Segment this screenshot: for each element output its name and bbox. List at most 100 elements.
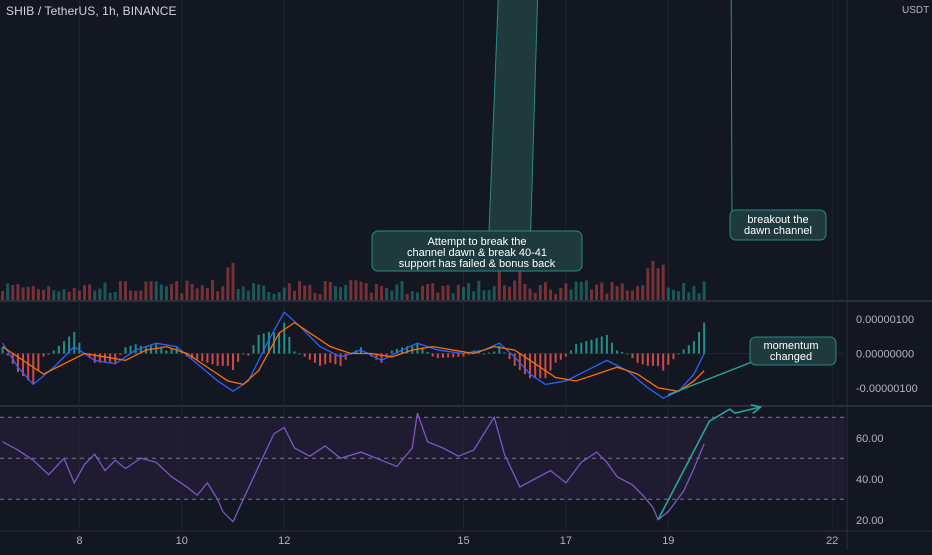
volume-bar xyxy=(359,281,363,300)
macd-histogram-bar xyxy=(544,353,547,379)
macd-histogram-bar xyxy=(626,353,629,355)
volume-bar xyxy=(129,290,133,300)
volume-bar xyxy=(472,291,476,300)
volume-bar xyxy=(497,266,501,300)
volume-bar xyxy=(236,288,240,300)
volume-bar xyxy=(282,287,286,300)
volume-bar xyxy=(185,280,189,300)
volume-bar xyxy=(308,284,312,300)
volume-bar xyxy=(267,292,271,300)
macd-histogram-bar xyxy=(98,353,101,363)
macd-histogram-bar xyxy=(308,353,311,360)
volume-bar xyxy=(216,291,220,300)
rsi-pane[interactable] xyxy=(0,412,845,523)
rsi-tick-label: 40.00 xyxy=(856,474,884,486)
macd-histogram-bar xyxy=(319,353,322,366)
rsi-line xyxy=(2,412,705,523)
macd-histogram-bar xyxy=(283,322,286,354)
macd-histogram-bar xyxy=(585,341,588,354)
volume-bar xyxy=(697,293,701,300)
volume-bar xyxy=(533,292,537,300)
macd-histogram-bar xyxy=(411,345,414,354)
symbol-title[interactable]: SHIB / TetherUS, 1h, BINANCE xyxy=(6,4,177,18)
macd-histogram-bar xyxy=(431,353,434,357)
macd-histogram-bar xyxy=(221,353,224,366)
volume-bar xyxy=(149,281,153,300)
volume-bar xyxy=(287,283,291,300)
macd-histogram-bar xyxy=(636,353,639,363)
macd-pane[interactable] xyxy=(1,311,706,399)
volume-bar xyxy=(431,283,435,300)
macd-line xyxy=(2,311,705,399)
macd-histogram-bar xyxy=(339,353,342,366)
macd-histogram-bar xyxy=(267,331,270,354)
macd-histogram-bar xyxy=(493,351,496,354)
volume-bar xyxy=(579,281,583,300)
rsi-tick-label: 60.00 xyxy=(856,433,884,445)
price-axis[interactable]: USDT81012151719220.000048210.000044000.0… xyxy=(76,0,929,547)
macd-histogram-bar xyxy=(298,353,301,355)
macd-histogram-bar xyxy=(462,353,465,357)
volume-bar xyxy=(190,283,194,300)
macd-histogram-bar xyxy=(564,353,567,357)
macd-histogram-bar xyxy=(529,353,532,379)
macd-histogram-bar xyxy=(63,341,66,354)
breakout-callout-box xyxy=(729,209,827,241)
macd-histogram-bar xyxy=(288,337,291,354)
volume-bar xyxy=(195,288,199,300)
failed-break-callout-pointer xyxy=(487,0,539,271)
macd-histogram-bar xyxy=(421,347,424,354)
macd-tick-label: 0.00000000 xyxy=(856,349,914,361)
macd-histogram-bar xyxy=(549,353,552,371)
volume-bar xyxy=(292,290,296,300)
volume-bars xyxy=(1,260,706,300)
volume-bar xyxy=(564,283,568,300)
macd-histogram-bar xyxy=(441,353,444,358)
macd-histogram-bar xyxy=(216,353,219,366)
rsi-band xyxy=(0,417,845,500)
volume-bar xyxy=(436,292,440,300)
volume-bar xyxy=(170,284,174,300)
macd-histogram-bar xyxy=(303,353,306,357)
macd-histogram-bar xyxy=(616,350,619,354)
momentum-pointer-line xyxy=(668,361,753,396)
volume-bar xyxy=(180,293,184,300)
macd-histogram-bar xyxy=(651,353,654,366)
volume-bar xyxy=(123,281,127,300)
time-tick-label: 22 xyxy=(826,535,838,547)
macd-histogram-bar xyxy=(129,345,132,354)
macd-histogram-bar xyxy=(498,345,501,354)
volume-bar xyxy=(451,293,455,300)
macd-histogram-bar xyxy=(68,336,71,354)
macd-histogram-bar xyxy=(390,350,393,354)
volume-bar xyxy=(620,283,624,300)
volume-bar xyxy=(415,292,419,300)
rsi-projection-arrow-head xyxy=(750,404,763,414)
macd-histogram-bar xyxy=(600,336,603,354)
macd-histogram-bar xyxy=(103,353,106,363)
volume-bar xyxy=(333,285,337,300)
macd-histogram-bar xyxy=(139,345,142,354)
macd-histogram-bar xyxy=(22,353,25,377)
volume-bar xyxy=(88,284,92,300)
macd-tick-label: 0.00000100 xyxy=(856,314,914,326)
volume-bar xyxy=(630,290,634,300)
rsi-projection-arrow xyxy=(657,406,761,521)
volume-bar xyxy=(461,286,465,300)
macd-histogram-bar xyxy=(78,342,81,354)
volume-bar xyxy=(298,281,302,300)
macd-histogram-bar xyxy=(513,353,516,366)
volume-bar xyxy=(584,280,588,300)
volume-bar xyxy=(31,285,35,300)
macd-histogram-bar xyxy=(165,350,168,354)
volume-bar xyxy=(252,283,255,300)
macd-histogram-bar xyxy=(32,353,35,385)
macd-histogram-bar xyxy=(191,353,194,359)
volume-bar xyxy=(456,284,460,300)
macd-histogram-bar xyxy=(406,346,409,354)
failed-break-callout-text: channel dawn & break 40-41 xyxy=(407,247,547,259)
macd-histogram-bar xyxy=(672,353,675,360)
